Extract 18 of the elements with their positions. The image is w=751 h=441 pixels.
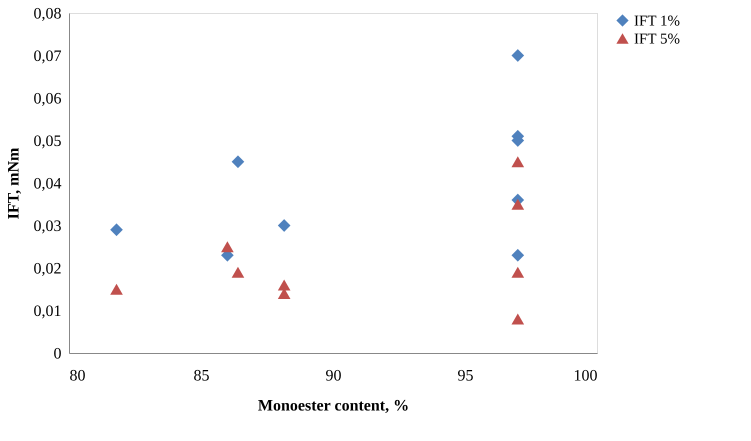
x-tick-label: 95 [458, 368, 474, 384]
y-tick-label: 0,02 [34, 260, 62, 278]
y-tick-label: 0,05 [34, 133, 62, 150]
x-tick-label: 80 [70, 368, 86, 384]
x-tick-label: 90 [326, 368, 342, 384]
y-tick-label: 0,04 [34, 176, 62, 192]
y-tick-label: 0,08 [34, 6, 62, 22]
y-tick-label: 0,06 [34, 90, 62, 108]
y-tick-label: 0 [54, 346, 62, 362]
legend-label: IFT 1% [634, 14, 680, 30]
x-tick-label: 85 [194, 368, 210, 384]
y-tick-label: 0,03 [34, 218, 62, 235]
y-tick-label: 0,07 [34, 48, 62, 65]
y-tick-label: 0,01 [34, 303, 62, 320]
legend-label: IFT 5% [634, 32, 680, 48]
x-axis-title: Monoester content, % [258, 398, 410, 414]
y-axis-title: IFT, mNm [6, 146, 22, 220]
x-tick-label: 100 [574, 368, 598, 384]
